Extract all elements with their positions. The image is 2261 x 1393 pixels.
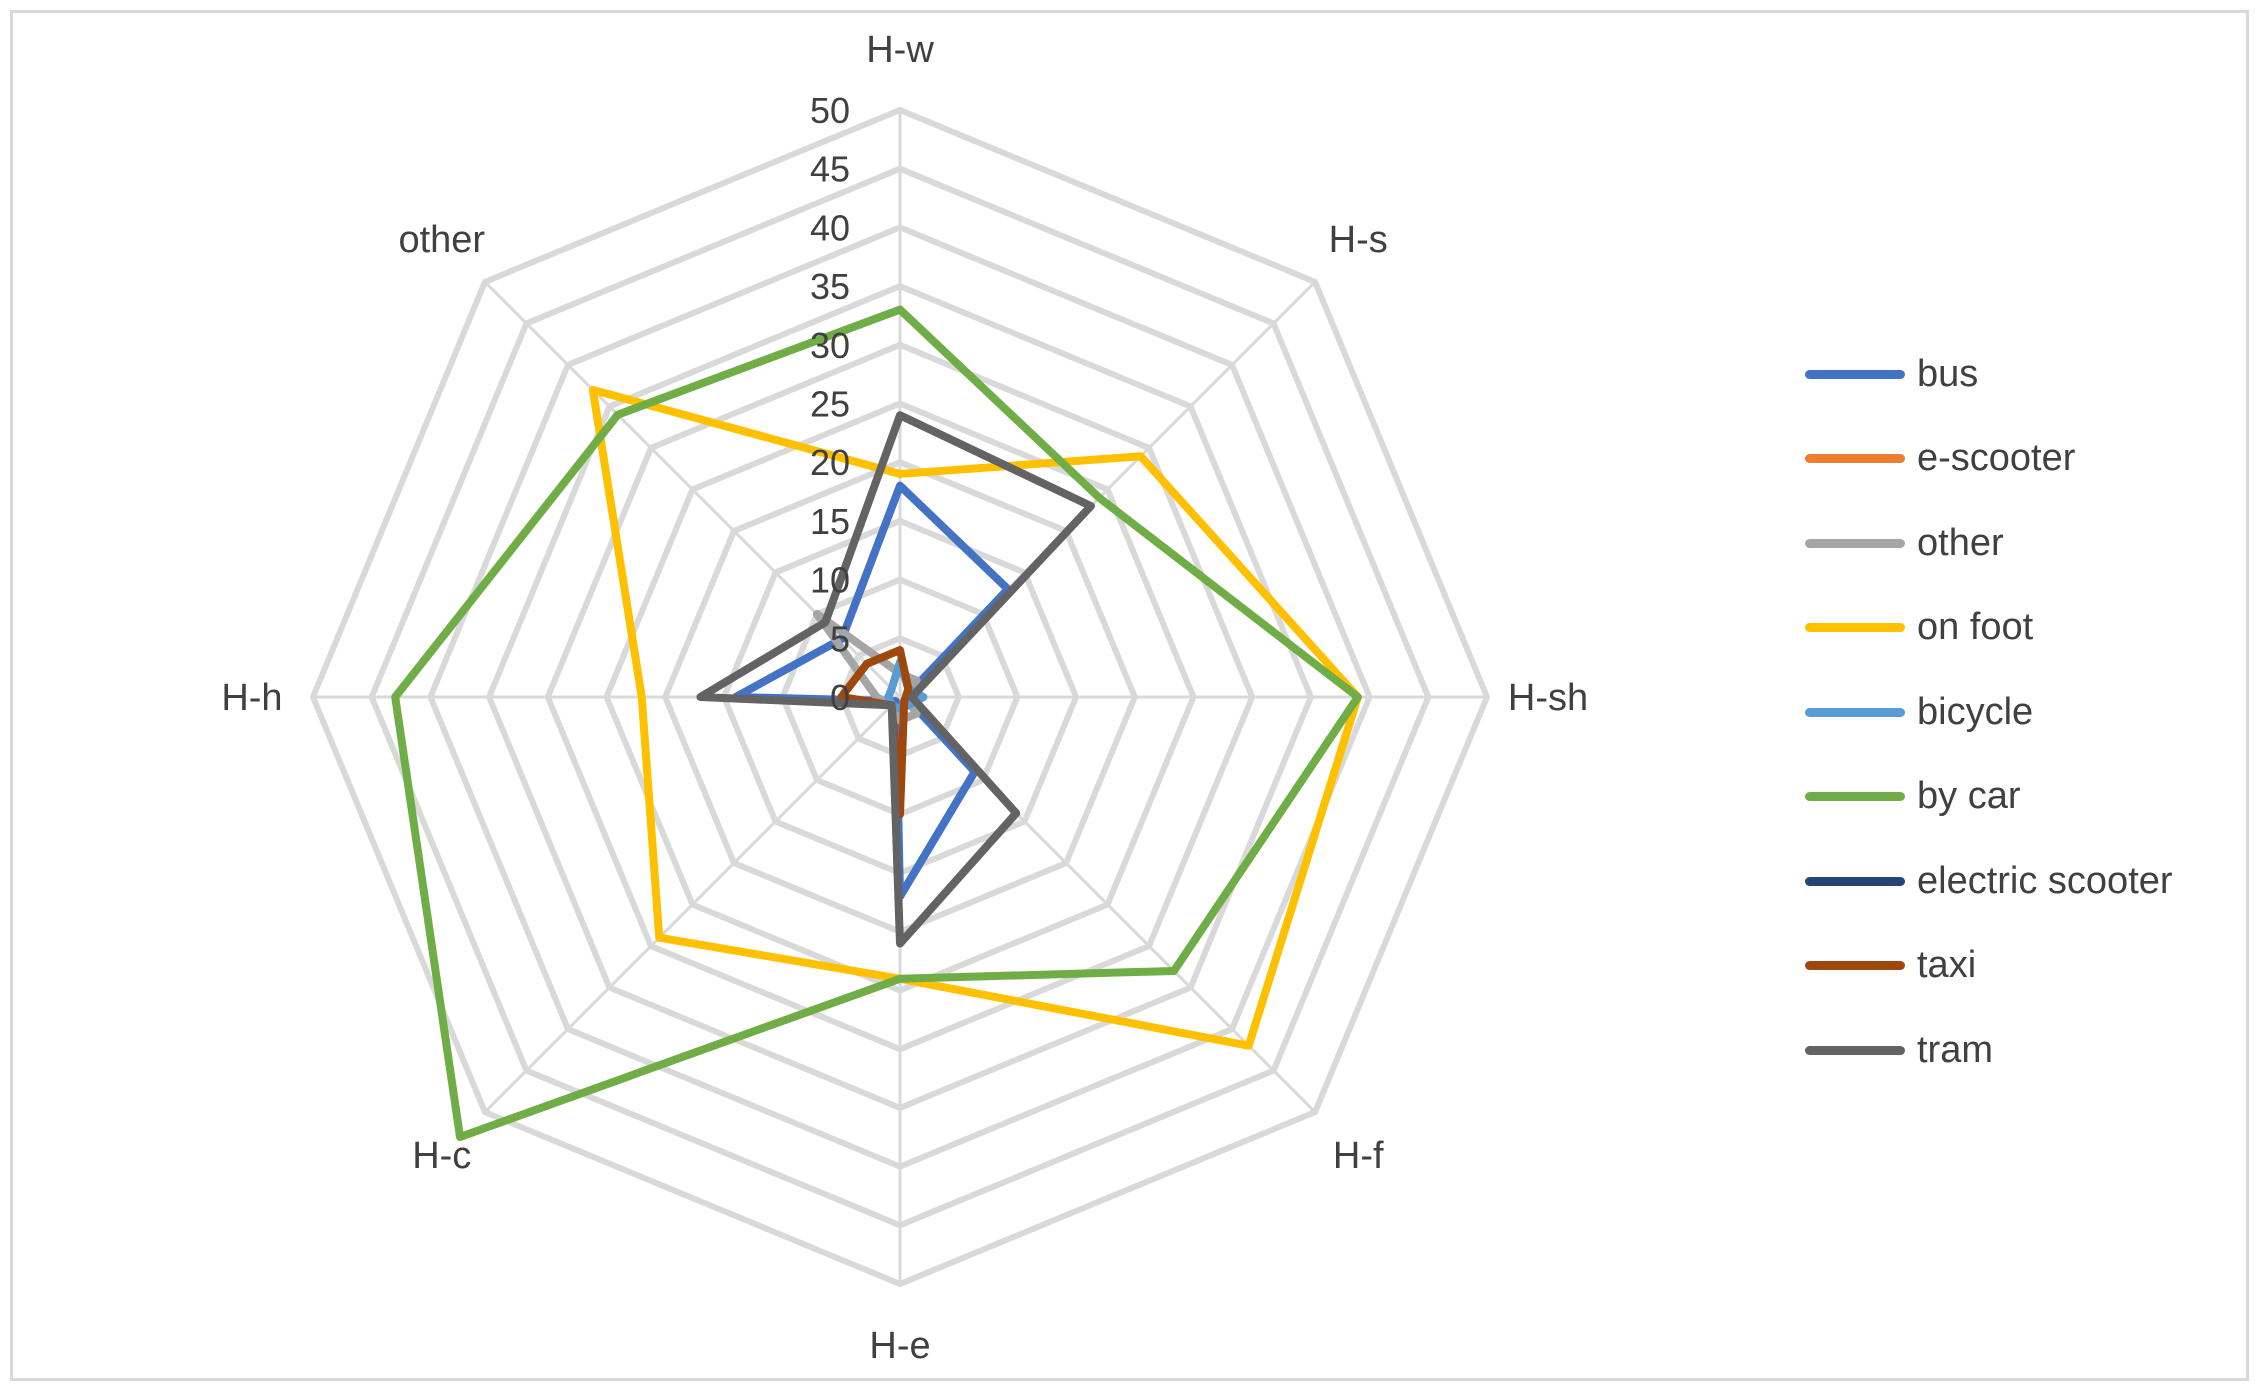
grid-spoke [483, 695, 902, 1114]
legend-swatch [1805, 961, 1905, 971]
axis-label: H-w [866, 29, 934, 71]
legend-swatch [1805, 369, 1905, 379]
legend-swatch [1805, 1045, 1905, 1055]
legend-label: bus [1917, 352, 1979, 395]
legend-swatch [1805, 792, 1905, 802]
tick-label: 5 [830, 618, 850, 659]
legend-item: by car [1805, 755, 2173, 840]
legend-label: taxi [1917, 944, 1977, 987]
legend-item: other [1805, 501, 2173, 586]
legend-swatch [1805, 538, 1905, 548]
legend-swatch [1805, 454, 1905, 464]
legend-item: bicycle [1805, 670, 2173, 755]
legend-item: taxi [1805, 924, 2173, 1009]
legend-item: electric scooter [1805, 839, 2173, 924]
axis-label: H-e [869, 1325, 930, 1367]
series-line-taxi [837, 646, 913, 819]
axis-label: H-s [1329, 219, 1388, 261]
legend-label: bicycle [1917, 690, 2034, 733]
axis-label: H-f [1333, 1135, 1384, 1177]
tick-label: 20 [810, 442, 850, 483]
legend-label: by car [1917, 775, 2021, 818]
tick-label: 0 [830, 677, 850, 718]
legend-label: tram [1917, 1028, 1993, 1071]
legend-swatch [1805, 707, 1905, 717]
tick-label: 50 [810, 90, 850, 131]
tick-label: 25 [810, 384, 850, 425]
legend-item: e-scooter [1805, 417, 2173, 502]
legend-swatch [1805, 623, 1905, 633]
legend-item: bus [1805, 332, 2173, 417]
legend-label: electric scooter [1917, 859, 2173, 902]
series-line-tram [696, 411, 1095, 948]
tick-label: 30 [810, 325, 850, 366]
legend-label: e-scooter [1917, 437, 2076, 480]
axis-label: H-sh [1508, 677, 1588, 719]
series-line-by-car [391, 305, 1362, 1141]
tick-label: 15 [810, 501, 850, 542]
legend: bus e-scooter other on foot bicycle by car ele… [1805, 332, 2173, 1093]
legend-label: on foot [1917, 606, 2034, 649]
legend-label: other [1917, 521, 2004, 564]
axis-label: other [398, 219, 485, 261]
tick-label: 10 [810, 560, 850, 601]
tick-label: 35 [810, 266, 850, 307]
legend-item: tram [1805, 1008, 2173, 1093]
tick-label: 40 [810, 207, 850, 248]
axis-label: H-c [412, 1135, 471, 1177]
legend-item: on foot [1805, 586, 2173, 671]
legend-swatch [1805, 876, 1905, 886]
axis-label: H-h [221, 677, 282, 719]
tick-label: 45 [810, 149, 850, 190]
